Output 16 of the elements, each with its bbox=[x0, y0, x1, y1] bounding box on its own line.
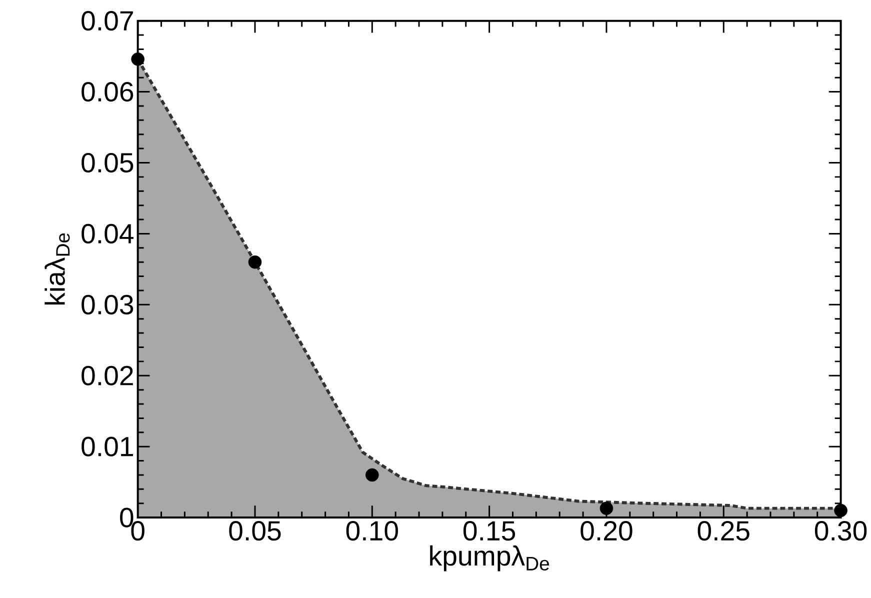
y-tick-label: 0 bbox=[120, 508, 134, 528]
y-tick-label: 0.04 bbox=[82, 224, 134, 244]
y-tick-label: 0.07 bbox=[82, 11, 133, 31]
x-tick-label: 0.05 bbox=[229, 521, 281, 541]
y-tick-label: 0.06 bbox=[82, 82, 134, 102]
y-tick-label: 0.01 bbox=[82, 436, 133, 456]
y-axis-title: kiaλ$_{De}$ bbox=[44, 233, 70, 305]
x-tick-label: 0.10 bbox=[346, 521, 398, 541]
y-tick-label: 0.03 bbox=[82, 294, 134, 315]
x-tick-label: 0.30 bbox=[814, 521, 867, 541]
x-tick-label: 0.20 bbox=[580, 521, 632, 541]
x-tick-label: 0.15 bbox=[463, 521, 516, 541]
y-tick-label: 0.05 bbox=[82, 153, 134, 173]
y-tick-label: 0.02 bbox=[82, 366, 133, 386]
x-axis-title: kpumpλ$_{De}$ bbox=[430, 545, 549, 572]
x-tick-label: 0.25 bbox=[698, 521, 750, 541]
